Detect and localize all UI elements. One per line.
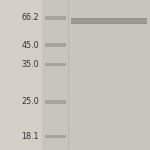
Text: 25.0: 25.0 bbox=[21, 98, 39, 106]
Bar bbox=[45, 43, 66, 47]
Text: 18.1: 18.1 bbox=[21, 132, 39, 141]
Bar bbox=[70, 22, 147, 23]
Bar bbox=[42, 0, 150, 150]
Text: 45.0: 45.0 bbox=[21, 40, 39, 50]
Bar bbox=[70, 19, 147, 20]
Bar bbox=[45, 16, 66, 20]
Text: 66.2: 66.2 bbox=[21, 14, 39, 22]
Text: 35.0: 35.0 bbox=[21, 60, 39, 69]
Bar bbox=[45, 135, 66, 138]
Bar bbox=[70, 20, 147, 21]
Bar bbox=[70, 21, 147, 22]
Bar bbox=[45, 100, 66, 104]
Bar bbox=[45, 63, 66, 66]
Bar bbox=[70, 18, 147, 19]
Bar bbox=[70, 23, 147, 24]
Bar bbox=[70, 18, 147, 24]
